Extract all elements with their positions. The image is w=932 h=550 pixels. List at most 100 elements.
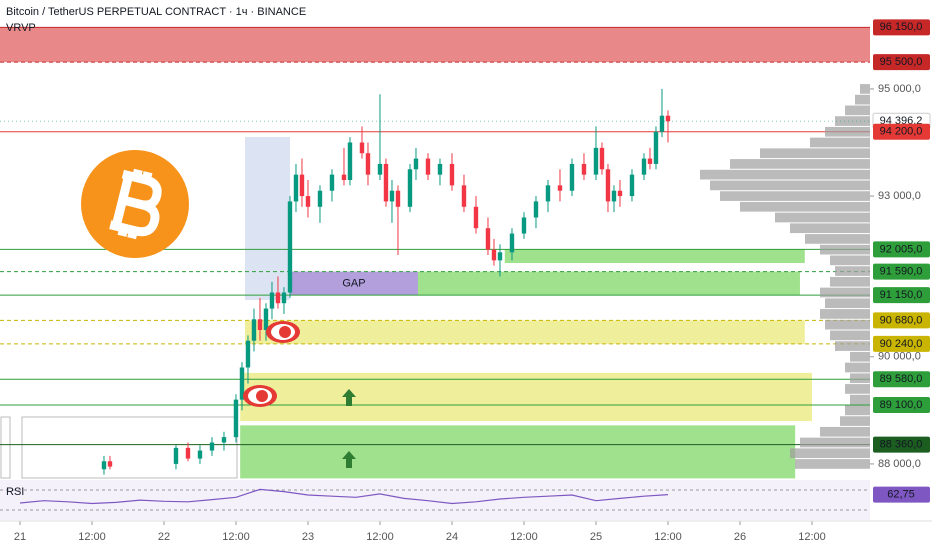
candle-body	[359, 142, 365, 154]
arrow-up	[342, 451, 356, 468]
price-axis	[870, 0, 932, 520]
profile-bar	[845, 362, 870, 373]
candle-body	[599, 147, 605, 170]
candle-body	[659, 115, 665, 132]
candle-body	[449, 163, 455, 186]
rsi-badge	[873, 486, 930, 503]
price-badge-label: 89 580,0	[880, 373, 923, 385]
candle-body	[533, 201, 539, 218]
price-badge-label: 92 005,0	[880, 243, 923, 255]
y-tick-label: 90 000,0	[878, 351, 921, 363]
candle-body	[521, 217, 527, 234]
candle-body	[281, 292, 287, 304]
candle-body	[509, 233, 515, 253]
candle-body	[233, 399, 239, 438]
candle-body	[365, 153, 371, 175]
price-badge	[873, 312, 930, 329]
candle-body	[221, 437, 227, 443]
candle-body	[395, 190, 401, 207]
profile-bar	[740, 201, 870, 212]
candle-body	[437, 163, 443, 175]
profile-bar	[820, 287, 870, 298]
price-badge-label: 91 150,0	[880, 289, 923, 301]
rsi-label: RSI	[6, 486, 24, 498]
rsi-panel	[0, 480, 870, 520]
x-tick-label: 23	[302, 531, 314, 543]
profile-bar	[730, 159, 870, 169]
profile-bar	[820, 244, 870, 255]
highlight-range	[245, 137, 290, 300]
profile-bar	[825, 319, 870, 330]
price-badge-label: 91 590,0	[880, 266, 923, 278]
candle-body	[653, 131, 659, 164]
y-tick-label: 95 000,0	[878, 83, 921, 95]
x-tick-label: 12:00	[510, 531, 538, 543]
profile-bar	[830, 330, 870, 341]
profile-bar	[835, 341, 870, 351]
profile-bar	[825, 298, 870, 309]
profile-bar	[850, 373, 870, 384]
price-badge-label: 90 240,0	[880, 338, 923, 350]
candle-body	[425, 158, 431, 175]
x-tick-label: 12:00	[798, 531, 826, 543]
price-badge	[873, 287, 930, 304]
candle-body	[497, 252, 503, 261]
price-badge	[873, 54, 930, 71]
profile-bar	[720, 191, 870, 201]
profile-bar	[845, 405, 870, 416]
profile-bar	[845, 384, 870, 394]
rsi-badge-label: 62,75	[887, 489, 915, 501]
zone	[240, 372, 812, 422]
zone	[417, 271, 800, 296]
price-badge	[873, 123, 930, 140]
candle-body	[107, 461, 113, 467]
price-badge-label: 94 200,0	[880, 126, 923, 138]
zone	[504, 249, 805, 264]
logo-b	[109, 168, 162, 240]
eye-icon	[266, 321, 300, 343]
x-tick-label: 12:00	[78, 531, 106, 543]
candle-body	[299, 174, 305, 197]
profile-bar	[840, 416, 870, 426]
candle-body	[647, 158, 653, 164]
price-badge	[873, 397, 930, 413]
candle-body	[341, 174, 347, 180]
rsi-line	[19, 488, 669, 505]
profile-bar	[775, 212, 870, 223]
candle-body	[605, 169, 611, 202]
candle-body	[665, 115, 671, 122]
profile-bar	[700, 169, 870, 180]
price-badge-label: 88 360,0	[880, 439, 923, 451]
price-badge	[873, 371, 930, 388]
zones: GAP	[0, 27, 870, 479]
zone	[240, 425, 796, 479]
profile-bar	[790, 448, 870, 459]
candle-body	[263, 308, 269, 330]
candle-body	[473, 206, 479, 229]
profile-bar	[845, 105, 870, 116]
eye-icon	[243, 385, 277, 407]
zone	[289, 271, 418, 296]
candle-body	[611, 190, 617, 202]
x-tick-label: 25	[590, 531, 602, 543]
candles	[0, 88, 870, 475]
candle-body	[275, 292, 281, 304]
candle-body	[491, 249, 497, 261]
profile-bar	[850, 394, 870, 405]
profile-bar	[710, 180, 870, 191]
price-badge	[873, 19, 930, 36]
arrow-up	[342, 389, 356, 406]
candle-body	[383, 163, 389, 202]
x-tick-label: 12:00	[654, 531, 682, 543]
profile-bar	[810, 137, 870, 148]
candle-body	[101, 461, 107, 470]
price-badge	[873, 241, 930, 258]
profile-bar	[830, 255, 870, 266]
price-badge	[873, 335, 930, 352]
candle-body	[377, 163, 383, 175]
x-tick-label: 24	[446, 531, 458, 543]
price-badge	[873, 263, 930, 280]
candle-body	[209, 442, 215, 451]
candle-body	[347, 142, 353, 180]
profile-bar	[835, 266, 870, 276]
